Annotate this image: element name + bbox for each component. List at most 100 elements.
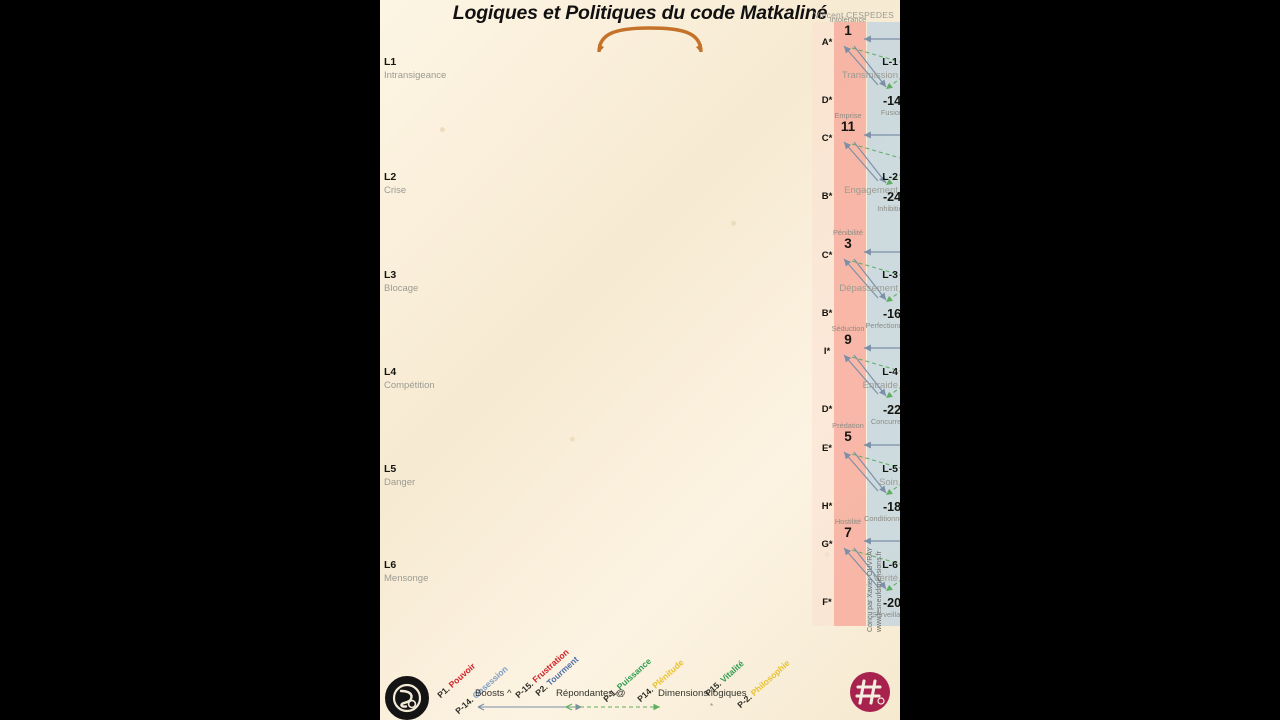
level-left-L1: L1 Intransigeance: [384, 55, 458, 82]
node-number: 3: [844, 236, 852, 251]
letter-G*: G*: [821, 539, 833, 550]
letter-F*: F*: [822, 597, 832, 608]
node-Concurrence[interactable]: -22Concurrence: [850, 403, 900, 426]
node-Emprise[interactable]: Emprise 11: [806, 111, 890, 134]
level-name: Entraide: [862, 380, 898, 391]
level-left-L4: L4 Compétition: [384, 365, 458, 392]
lesneufdimensions-logo-icon: [385, 676, 429, 720]
arch-connector-icon: [597, 26, 703, 52]
level-name: Compétition: [384, 380, 435, 391]
level-name: Vérité: [873, 573, 898, 584]
credit-note: Conçu par Xavier OUVRAY www.lesneufdimen…: [866, 542, 884, 632]
level-code: L3: [384, 269, 397, 281]
level-code: L6: [384, 559, 397, 571]
level-name: Transmission: [841, 70, 898, 81]
node-number: -22: [882, 403, 900, 417]
hashtag-logo-icon: [850, 672, 890, 712]
node-number: 5: [844, 429, 852, 444]
node-caption: Inhibition: [877, 204, 900, 213]
level-right-L-2: L-2 Engagement: [824, 170, 898, 197]
node-caption: Prédation: [832, 421, 864, 430]
level-code: L-2: [882, 171, 898, 183]
poster: Logiques et Politiques du code Matkaliné…: [380, 0, 900, 720]
level-left-L2: L2 Crise: [384, 170, 458, 197]
level-code: L-5: [882, 463, 898, 475]
level-code: L-4: [882, 366, 898, 378]
node-caption: Perfectionnisme: [865, 321, 901, 330]
page-title: Logiques et Politiques du code Matkaliné: [380, 2, 900, 25]
node-caption: Pénibilité: [833, 228, 863, 237]
legend-repondantes: Répondantes @: [556, 688, 626, 699]
node-Conditionnement[interactable]: -18Conditionnement: [850, 500, 900, 523]
level-code: L5: [384, 463, 397, 475]
node-Prédation[interactable]: Prédation 5: [806, 421, 890, 444]
node-Séduction[interactable]: Séduction 9: [806, 324, 890, 347]
level-right-L-6: L-6 Vérité: [824, 558, 898, 585]
level-code: L-6: [882, 559, 898, 571]
level-name: Intransigeance: [384, 70, 447, 81]
letter-C*: C*: [821, 250, 833, 261]
letter-B*: B*: [821, 308, 833, 319]
legend-dimensions: Dimensions logiques: [658, 688, 747, 699]
node-Fusion[interactable]: -14Fusion: [850, 94, 900, 117]
node-number: -16: [882, 307, 900, 321]
level-right-L-3: L-3 Dépassement: [824, 268, 898, 295]
node-number: -14: [882, 94, 900, 108]
node-Pénibilité[interactable]: Pénibilité 3: [806, 228, 890, 251]
legend-boosts: Boosts ^: [475, 688, 512, 699]
credit-line-2: www.lesneufdimensions.fr: [876, 551, 883, 632]
node-caption: Conditionnement: [864, 514, 900, 523]
level-name: Dépassement: [839, 283, 898, 294]
letter-I*: I*: [823, 346, 831, 357]
letter-A*: A*: [821, 37, 833, 48]
diagonal-word: Philosophie: [748, 657, 792, 698]
author-label: Vincent CESPEDES: [813, 10, 894, 20]
level-name: Soin: [878, 477, 898, 488]
level-right-L-5: L-5 Soin: [824, 462, 898, 489]
node-number: 1: [844, 23, 852, 38]
level-code: L1: [384, 56, 397, 68]
node-caption: Séduction: [831, 324, 865, 333]
credit-line-1: Conçu par Xavier OUVRAY: [867, 546, 874, 632]
band-soft-pink-left-outer: [812, 22, 834, 626]
letter-H*: H*: [821, 501, 833, 512]
level-name: Blocage: [384, 283, 419, 294]
band-blue-left-1: [867, 22, 900, 626]
level-code: L-1: [882, 56, 898, 68]
letter-E*: E*: [821, 443, 833, 454]
diagonal-word: Plénitude: [650, 657, 686, 691]
node-number: -24: [882, 190, 900, 204]
band-pink-left-1: [834, 22, 866, 626]
legend-dashed-arrow-icon: [565, 703, 660, 711]
letter-D*: D*: [821, 404, 833, 415]
node-number: -18: [882, 500, 900, 514]
node-Surveillance[interactable]: -20Surveillance: [850, 596, 900, 619]
level-right-L-1: L-1 Transmission: [824, 55, 898, 82]
level-left-L6: L6 Mensonge: [384, 558, 458, 585]
node-number: 7: [844, 525, 852, 540]
node-number: 11: [840, 119, 856, 134]
level-code: L-3: [882, 269, 898, 281]
diagonal-word: Vitalité: [718, 658, 746, 685]
level-code: L2: [384, 171, 397, 183]
level-right-L-4: L-4 Entraide: [824, 365, 898, 392]
node-caption: Hostilité: [834, 517, 862, 526]
node-caption: Concurrence: [870, 417, 900, 426]
legend-dimensions-sub: *: [710, 702, 714, 711]
node-Intolérance[interactable]: Intolérance 1: [806, 15, 890, 38]
letter-D*: D*: [821, 95, 833, 106]
node-caption: Fusion: [880, 108, 900, 117]
level-left-L3: L3 Blocage: [384, 268, 458, 295]
node-Inhibition[interactable]: -24Inhibition: [850, 190, 900, 213]
letter-C*: C*: [821, 133, 833, 144]
level-code: L4: [384, 366, 397, 378]
diagonal-word: Pouvoir: [446, 660, 478, 690]
node-caption: Emprise: [834, 111, 862, 120]
node-Perfectionnisme[interactable]: -16Perfectionnisme: [850, 307, 901, 330]
level-name: Crise: [384, 185, 407, 196]
node-Hostilité[interactable]: Hostilité 7: [806, 517, 890, 540]
page-title-text: Logiques et Politiques du code Matkaliné: [452, 2, 828, 24]
node-number: -20: [882, 596, 900, 610]
letter-B*: B*: [821, 191, 833, 202]
